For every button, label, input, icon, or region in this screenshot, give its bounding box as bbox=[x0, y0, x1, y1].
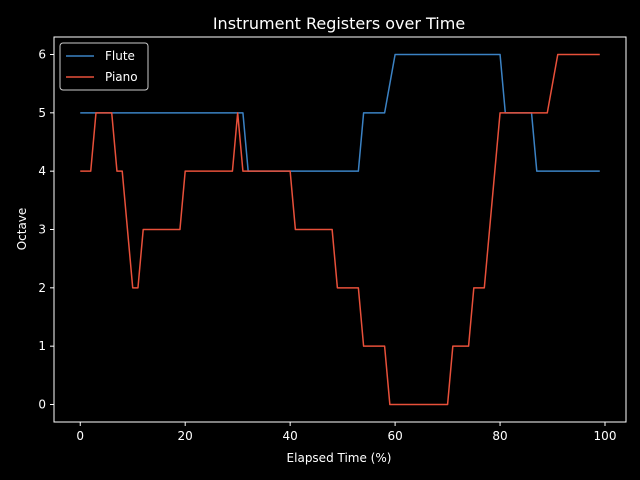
y-tick-label: 4 bbox=[38, 164, 46, 178]
y-tick-label: 3 bbox=[38, 223, 46, 237]
y-tick-label: 5 bbox=[38, 106, 46, 120]
legend-label-flute: Flute bbox=[105, 49, 135, 63]
y-axis-label: Octave bbox=[15, 208, 29, 251]
x-tick-label: 100 bbox=[594, 429, 617, 443]
x-axis-ticks: 0 20 40 60 80 100 bbox=[76, 422, 616, 443]
x-tick-label: 40 bbox=[283, 429, 298, 443]
x-tick-label: 0 bbox=[76, 429, 84, 443]
legend: Flute Piano bbox=[59, 42, 149, 91]
series-line-piano bbox=[80, 53, 600, 406]
y-axis-ticks: 0 1 2 3 4 5 6 bbox=[38, 48, 54, 412]
plot-area bbox=[80, 53, 600, 406]
chart-title: Instrument Registers over Time bbox=[213, 14, 465, 33]
series-line-flute bbox=[80, 53, 600, 172]
x-tick-label: 60 bbox=[387, 429, 402, 443]
y-tick-label: 0 bbox=[38, 398, 46, 412]
y-tick-label: 6 bbox=[38, 48, 46, 62]
y-tick-label: 2 bbox=[38, 281, 46, 295]
legend-box bbox=[59, 42, 149, 91]
x-axis-label: Elapsed Time (%) bbox=[287, 451, 392, 465]
legend-label-piano: Piano bbox=[105, 70, 138, 84]
x-tick-label: 20 bbox=[178, 429, 193, 443]
x-tick-label: 80 bbox=[492, 429, 507, 443]
y-tick-label: 1 bbox=[38, 339, 46, 353]
